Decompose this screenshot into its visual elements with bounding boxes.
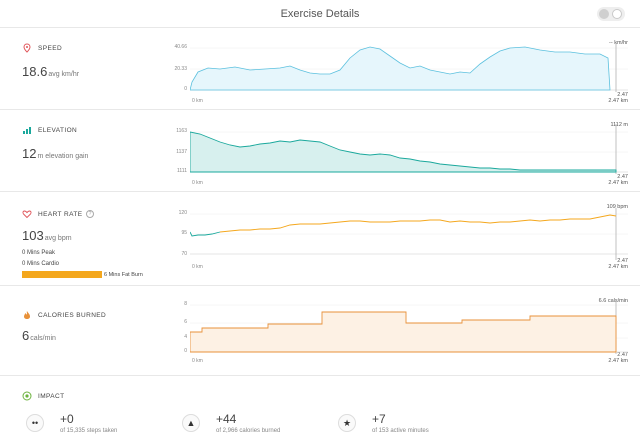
elevation-x-end: 2.47 km	[608, 180, 628, 186]
calories-section: CALORIES BURNED 6cals/min 8 6 4 0 6.6 ca…	[0, 286, 640, 376]
cal-x-end: 2.47 km	[608, 358, 628, 364]
cal-x-start: 0 km	[192, 358, 203, 364]
page-header: Exercise Details	[0, 0, 640, 28]
toggle-off-dot	[599, 9, 609, 19]
map-toggle[interactable]	[597, 7, 625, 21]
hr-ytick-mid: 95	[181, 230, 187, 236]
heart-rate-chart[interactable]	[190, 208, 628, 260]
speed-chart[interactable]	[190, 42, 628, 92]
hr-zone-line	[190, 231, 221, 237]
impact-title: IMPACT	[38, 393, 65, 400]
calories-title: CALORIES BURNED	[38, 312, 107, 319]
fat-burn-minutes: 6 Mins Fat Burn	[104, 272, 143, 278]
page-title: Exercise Details	[280, 8, 360, 20]
cal-x-end-top: 2.47	[617, 352, 628, 358]
heart-icon	[22, 210, 32, 219]
impact-section: IMPACT •• +0 of 15,335 steps taken ▲ +44…	[0, 376, 640, 442]
speed-ytick-min: 0	[184, 86, 187, 92]
cal-ytick-4: 4	[184, 334, 187, 340]
speed-x-end-top: 2.47	[617, 92, 628, 98]
hr-current: 109 bpm	[606, 204, 628, 210]
flame-icon: ▲	[182, 414, 200, 432]
speed-ytick-max: 40.66	[174, 44, 187, 50]
speed-value: 18.6avg km/hr	[22, 64, 80, 79]
elevation-ytick-min: 1111	[176, 168, 187, 174]
impact-active-sub: of 153 active minutes	[372, 428, 429, 434]
impact-steps-sub: of 15,335 steps taken	[60, 428, 118, 434]
heart-rate-section: HEART RATE ? 103avg bpm 0 Mins Peak 0 Mi…	[0, 192, 640, 286]
fat-burn-bar	[22, 271, 102, 278]
hr-x-end: 2.47 km	[608, 264, 628, 270]
calories-value: 6cals/min	[22, 328, 56, 343]
elevation-ytick-mid: 1137	[176, 149, 187, 155]
cal-ytick-8: 8	[184, 301, 187, 307]
speed-title: SPEED	[38, 45, 63, 52]
impact-calories-value: +44	[216, 412, 237, 426]
location-pin-icon	[612, 9, 622, 19]
speed-area	[190, 46, 611, 91]
elevation-x-start: 0 km	[192, 180, 203, 186]
hr-line	[219, 214, 617, 233]
speed-current: -- km/hr	[609, 40, 628, 46]
elevation-area	[190, 131, 617, 173]
help-icon[interactable]: ?	[86, 210, 94, 218]
flame-icon	[24, 311, 30, 319]
hr-ytick-min: 70	[181, 251, 187, 257]
running-icon: ★	[338, 414, 356, 432]
impact-active-value: +7	[372, 412, 386, 426]
peak-minutes: 0 Mins Peak	[22, 250, 56, 256]
hr-ytick-max: 120	[178, 210, 187, 216]
speed-section: SPEED 18.6avg km/hr 40.66 20.33 0 -- km/…	[0, 28, 640, 110]
cardio-minutes: 0 Mins Cardio	[22, 261, 60, 267]
elevation-bars-icon	[23, 127, 31, 134]
elevation-current: 1112 m	[610, 122, 628, 128]
elevation-chart[interactable]	[190, 124, 628, 174]
speed-x-start: 0 km	[192, 98, 203, 104]
hr-x-end-top: 2.47	[617, 258, 628, 264]
elevation-ytick-max: 1163	[176, 128, 187, 134]
calories-chart[interactable]	[190, 302, 628, 354]
hr-x-start: 0 km	[192, 264, 203, 270]
speed-ytick-mid: 20.33	[174, 66, 187, 72]
impact-calories-sub: of 2,966 calories burned	[216, 428, 281, 434]
speed-x-end: 2.47 km	[608, 98, 628, 104]
elevation-value: 12m elevation gain	[22, 146, 89, 161]
calories-area	[190, 311, 617, 353]
pin-icon	[23, 43, 31, 53]
cal-current: 6.6 cals/min	[598, 298, 628, 304]
heart-rate-title: HEART RATE	[38, 211, 83, 218]
cal-ytick-6: 6	[184, 319, 187, 325]
impact-target-icon	[22, 391, 32, 401]
cal-ytick-0: 0	[184, 348, 187, 354]
heart-rate-value: 103avg bpm	[22, 228, 72, 243]
elevation-section: ELEVATION 12m elevation gain 1163 1137 1…	[0, 110, 640, 192]
elevation-title: ELEVATION	[38, 127, 78, 134]
impact-steps-value: +0	[60, 412, 74, 426]
footprints-icon: ••	[26, 414, 44, 432]
elevation-x-end-top: 2.47	[617, 174, 628, 180]
